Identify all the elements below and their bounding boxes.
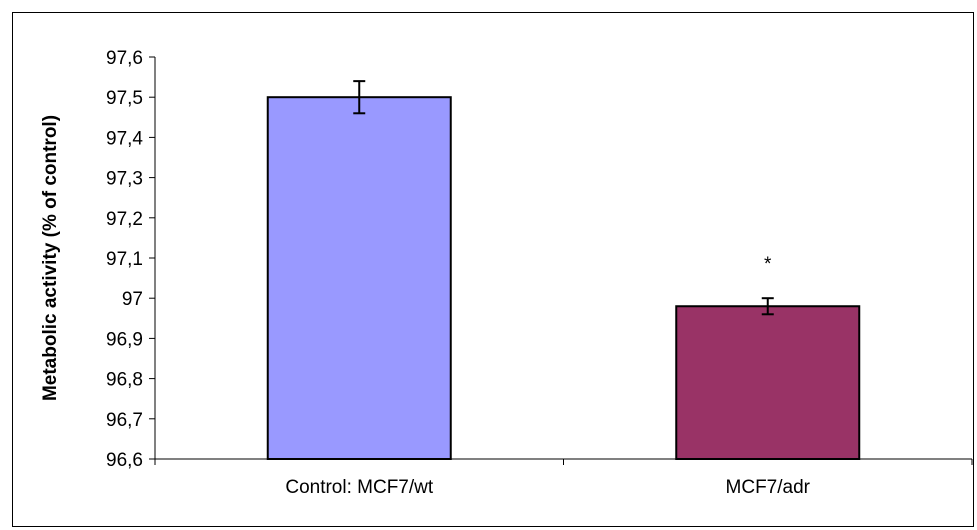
bar-0: [266, 96, 452, 460]
significance-marker: *: [764, 254, 772, 275]
y-tick-label: 97,6: [106, 48, 143, 69]
x-category-label: Control: MCF7/wt: [285, 477, 434, 498]
y-axis-title: Metabolic activity (% of control): [40, 115, 61, 401]
x-category-label: MCF7/adr: [726, 477, 811, 498]
y-tick-label: 97: [122, 289, 143, 310]
bar-1: [675, 305, 861, 460]
y-tick-label: 96,6: [106, 450, 143, 471]
y-tick-label: 96,7: [106, 410, 143, 431]
y-tick-label: 96,9: [106, 329, 143, 350]
y-tick-label: 97,4: [106, 128, 143, 149]
y-tick-label: 97,2: [106, 209, 143, 230]
y-tick-label: 97,5: [106, 88, 143, 109]
y-tick-label: 97,1: [106, 249, 143, 270]
y-tick-label: 97,3: [106, 169, 143, 190]
y-tick-label: 96,8: [106, 370, 143, 391]
